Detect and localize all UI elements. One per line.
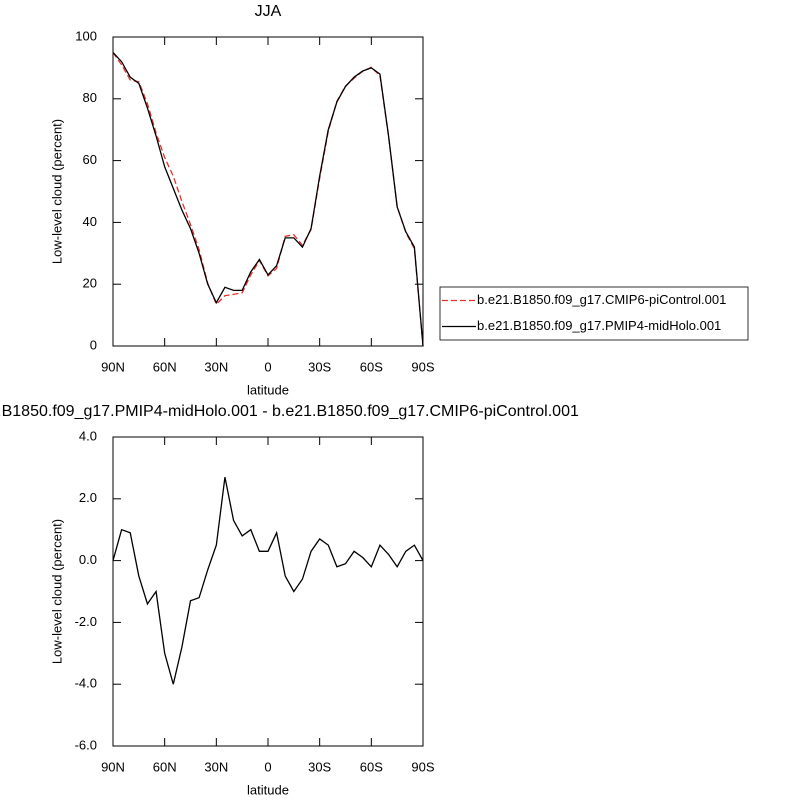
x-tick-label: 30N <box>204 359 228 374</box>
legend-box <box>439 286 749 341</box>
x-tick-label: 60S <box>360 759 383 774</box>
x-tick-label: 90N <box>101 759 125 774</box>
legend-label: b.e21.B1850.f09_g17.PMIP4-midHolo.001 <box>477 318 721 333</box>
y-axis-label: Low-level cloud (percent) <box>49 519 64 664</box>
y-tick-label: 4.0 <box>79 428 97 443</box>
x-tick-label: 90S <box>411 759 434 774</box>
x-tick-label: 0 <box>264 759 271 774</box>
x-axis-label: latitude <box>247 782 289 797</box>
y-tick-label: -6.0 <box>75 737 97 752</box>
x-tick-label: 60S <box>360 359 383 374</box>
x-tick-label: 60N <box>153 359 177 374</box>
x-axis-label: latitude <box>247 382 289 397</box>
y-tick-label: 0 <box>90 337 97 352</box>
x-tick-label: 0 <box>264 359 271 374</box>
legend-label: b.e21.B1850.f09_g17.CMIP6-piControl.001 <box>477 292 726 307</box>
x-tick-label: 30N <box>204 759 228 774</box>
y-tick-label: 100 <box>75 28 97 43</box>
x-tick-label: 90S <box>411 359 434 374</box>
series-line <box>112 477 424 685</box>
y-tick-label: 0.0 <box>79 552 97 567</box>
chart-title: b.e21.B1850.f09_g17.PMIP4-midHolo.001 - … <box>0 403 579 420</box>
y-tick-label: -4.0 <box>75 676 97 691</box>
y-tick-label: 2.0 <box>79 490 97 505</box>
series-line <box>112 52 424 347</box>
y-tick-label: 20 <box>83 276 97 291</box>
y-tick-label: 40 <box>83 214 97 229</box>
y-tick-label: 80 <box>83 90 97 105</box>
plot-frame <box>112 36 424 347</box>
y-axis-label: Low-level cloud (percent) <box>49 119 64 264</box>
x-tick-label: 60N <box>153 759 177 774</box>
x-tick-label: 30S <box>308 359 331 374</box>
chart-title: JJA <box>255 3 282 20</box>
y-tick-label: -2.0 <box>75 614 97 629</box>
x-tick-label: 30S <box>308 759 331 774</box>
x-tick-label: 90N <box>101 359 125 374</box>
series-line <box>112 52 424 347</box>
y-tick-label: 60 <box>83 152 97 167</box>
plot-frame <box>112 436 424 747</box>
